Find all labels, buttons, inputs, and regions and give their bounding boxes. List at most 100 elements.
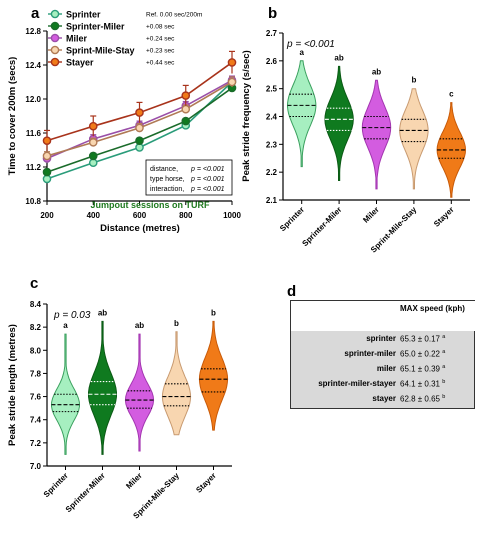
- panel-a-data-point: [181, 116, 191, 126]
- panel-a-x-tick-label: 200: [40, 211, 54, 220]
- table-header: MAX speed (kph): [398, 301, 476, 331]
- legend-marker: [50, 45, 60, 55]
- table-row-name: stayer: [372, 394, 396, 403]
- panel-a-y-tick-label: 12.4: [25, 61, 41, 70]
- table-row-value: 62.8 ± 0.65 b: [400, 394, 446, 404]
- stats-label: interaction,: [150, 186, 184, 193]
- panel-b-y-tick-label: 2.3: [266, 140, 278, 149]
- panel-a-x-tick-label: 1000: [223, 211, 241, 220]
- panel-a-y-tick-label: 12.0: [25, 95, 41, 104]
- panel-c-y-tick-label: 7.2: [30, 439, 42, 448]
- legend-note: +0.23 sec: [146, 48, 175, 55]
- legend-label: Sprinter: [66, 10, 101, 20]
- panel-a-y-tick-label: 10.8: [25, 197, 41, 206]
- panel-b-sig-letter: a: [299, 48, 304, 57]
- panel-a-data-point: [88, 138, 98, 147]
- panel-c-x-tick-label: Sprinter: [42, 471, 70, 499]
- panel-a-x-tick-label: 800: [179, 211, 193, 220]
- panel-b-x-tick-label: Sprinter-Miler: [300, 205, 343, 248]
- stats-label: distance,: [150, 166, 178, 173]
- panel-d-max-speed-table: MAX speed (kph) sprinter 65.3 ± 0.17 a spr…: [290, 300, 476, 409]
- table-row: stayer 62.8 ± 0.65 b: [291, 394, 476, 409]
- legend-note: +0.44 sec: [146, 60, 175, 67]
- panel-a-stats-box: [145, 159, 233, 196]
- panel-a-data-point: [135, 136, 144, 145]
- panel-b-sig-letter: ab: [334, 53, 343, 62]
- panel-a-y-tick-label: 12.8: [25, 27, 41, 36]
- panel-a-x-axis-label: Distance (metres): [100, 223, 180, 234]
- panel-b-violin-chart: 2.1 2.2 2.3 2.4 2.5 2.6 2.7 Peak stride freque…: [241, 29, 470, 254]
- panel-a-data-point: [42, 136, 52, 145]
- table-row-sig-letter: a: [442, 349, 446, 355]
- panel-c-y-tick-label: 7.0: [30, 462, 42, 471]
- panel-a-data-point: [181, 104, 191, 114]
- table-row-name: sprinter: [366, 334, 396, 343]
- panel-a-x-tick-label: 600: [133, 211, 147, 220]
- panel-c-sig-letter: ab: [135, 321, 144, 330]
- panel-a-data-point: [135, 108, 144, 117]
- stats-pvalue: p = <0.001: [190, 186, 225, 193]
- panel-a-y-tick-label: 11.2: [26, 163, 42, 172]
- panel-b-sig-letter: ab: [372, 67, 381, 76]
- panel-b-violin: [399, 88, 429, 190]
- panel-a-data-point: [227, 77, 237, 87]
- stats-pvalue: p = <0.001: [190, 176, 225, 183]
- panel-c-violin: [88, 320, 117, 455]
- panel-b-y-tick-label: 2.6: [266, 57, 278, 66]
- table-row-value: 65.0 ± 0.22 a: [400, 349, 446, 359]
- table-row-value: 65.1 ± 0.39 a: [400, 364, 446, 374]
- panel-b-y-tick-label: 2.5: [266, 85, 278, 94]
- panel-a-line-chart: 10.8 11.2 11.6 12.0 12.4 12.8 200 400 600 800 100…: [7, 10, 241, 235]
- panel-d-letter: d: [287, 283, 296, 300]
- panel-b-y-tick-label: 2.4: [266, 113, 278, 122]
- panel-b-sig-letter: c: [449, 90, 454, 99]
- table-row-value: 65.3 ± 0.17 a: [400, 334, 446, 344]
- panel-b-violin: [286, 60, 317, 168]
- table-row: sprinter-miler-stayer 64.1 ± 0.31 b: [291, 379, 476, 394]
- panel-c-x-tick-label: Stayer: [194, 471, 218, 495]
- panel-a-data-point: [42, 151, 52, 161]
- panel-b-letter: b: [268, 5, 277, 22]
- panel-c-pvalue: p = 0.03: [53, 310, 91, 321]
- legend-marker: [50, 21, 60, 31]
- panel-a-y-axis-label: Time to cover 200m (secs): [7, 57, 18, 176]
- panel-a-data-point: [181, 91, 191, 100]
- panel-a-jumpout-annotation: Jumpout sessions on TURF: [90, 200, 210, 210]
- panel-c-sig-letter: b: [174, 319, 179, 328]
- legend-note: Ref. 0.00 sec/200m: [146, 12, 202, 19]
- panel-c-y-tick-label: 7.8: [30, 369, 42, 378]
- panel-a-y-tick-label: 11.6: [26, 129, 42, 138]
- panel-b-y-axis-label: Peak stride frequency (s/sec): [241, 50, 252, 181]
- panel-b-x-tick-label: Sprinter: [278, 205, 306, 233]
- table-row-sig-letter: a: [442, 364, 446, 370]
- panel-c-y-tick-label: 8.2: [30, 323, 42, 332]
- panel-b-y-tick-label: 2.7: [266, 29, 278, 38]
- panel-a-data-point: [227, 58, 237, 67]
- panel-c-violin: [161, 331, 192, 436]
- table-row-sig-letter: a: [442, 334, 446, 340]
- panel-c-letter: c: [30, 275, 38, 292]
- panel-b-y-tick-label: 2.1: [266, 196, 278, 205]
- panel-c-violin: [198, 320, 229, 431]
- table-row-sig-letter: b: [442, 394, 446, 400]
- panel-b-x-tick-label: Miler: [361, 205, 381, 225]
- legend-note: +0.08 sec: [146, 24, 175, 31]
- panel-c-y-tick-label: 7.6: [30, 393, 42, 402]
- legend-note: +0.24 sec: [146, 36, 175, 43]
- panel-c-sig-letter: b: [211, 308, 216, 317]
- legend-label: Miler: [66, 34, 88, 44]
- panel-a-data-point: [88, 121, 98, 131]
- legend-label: Sprinter-Miler: [66, 22, 125, 32]
- table-row-sig-letter: b: [442, 379, 446, 385]
- panel-b-x-tick-label: Stayer: [432, 205, 456, 229]
- table-row-name: sprinter-miler-stayer: [318, 379, 396, 388]
- table-row: miler 65.1 ± 0.39 a: [291, 364, 476, 379]
- table-row-name: miler: [376, 364, 396, 373]
- panel-b-pvalue: p = <0.001: [286, 39, 335, 50]
- table-row-value: 64.1 ± 0.31 b: [400, 379, 446, 389]
- panel-a-x-tick-label: 400: [87, 211, 101, 220]
- panel-c-violin-chart: 7.0 7.2 7.4 7.6 7.8 8.0 8.2 8.4 Peak stride len…: [7, 300, 232, 520]
- panel-b-y-tick-label: 2.2: [266, 168, 278, 177]
- legend-label: Stayer: [66, 58, 94, 68]
